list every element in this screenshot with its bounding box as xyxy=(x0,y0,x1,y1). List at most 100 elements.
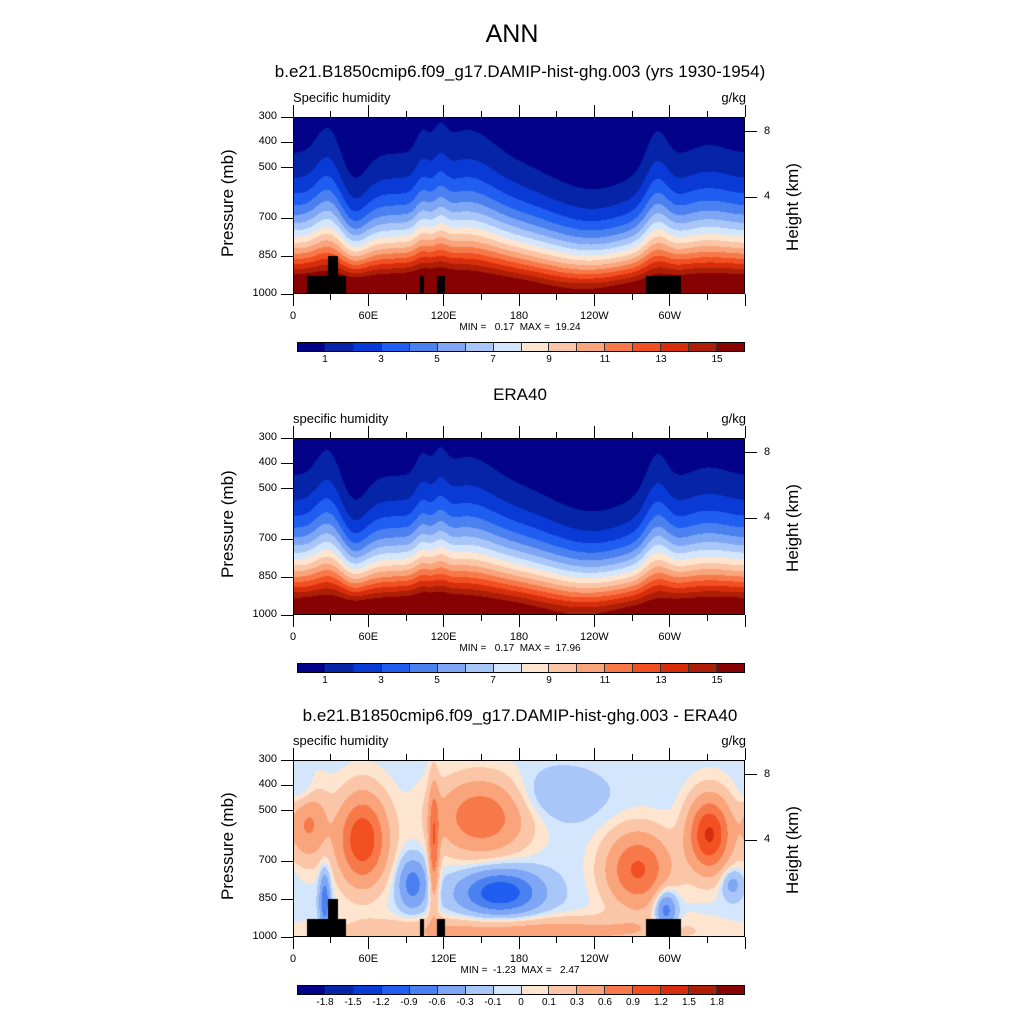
x-tick xyxy=(669,105,671,117)
contour-field xyxy=(293,438,745,615)
x-tick xyxy=(443,294,445,306)
x-tick xyxy=(518,294,520,306)
contour-field xyxy=(293,760,745,937)
x-tick-label: 180 xyxy=(509,310,529,322)
colorbar xyxy=(297,663,745,673)
x-tick xyxy=(593,748,595,760)
left-string: Specific humidity xyxy=(293,90,391,105)
colorbar-box xyxy=(325,343,354,351)
min-max-text: MIN = 0.17 MAX = 17.96 xyxy=(459,643,581,654)
colorbar-box xyxy=(717,343,744,351)
x-tick xyxy=(292,105,294,117)
y-tick-label: 850 xyxy=(258,249,277,262)
colorbar-box xyxy=(353,343,382,351)
y-tick-label: 400 xyxy=(258,456,277,469)
colorbar-box xyxy=(605,986,634,994)
colorbar xyxy=(297,985,745,995)
y-tick-label: 850 xyxy=(258,892,277,905)
x-tick xyxy=(631,615,633,621)
colorbar-box xyxy=(661,343,690,351)
x-tick xyxy=(556,432,558,438)
x-tick xyxy=(669,937,671,949)
colorbar-label: -1.8 xyxy=(316,997,334,1008)
x-tick xyxy=(292,937,294,949)
colorbar-box xyxy=(298,343,326,351)
x-tick xyxy=(669,748,671,760)
panel-title: b.e21.B1850cmip6.f09_g17.DAMIP-hist-ghg.… xyxy=(274,62,766,81)
x-tick xyxy=(518,105,520,117)
colorbar-box xyxy=(521,986,550,994)
contour-plot xyxy=(293,438,745,615)
x-tick xyxy=(706,754,708,760)
x-tick xyxy=(443,105,445,117)
x-tick xyxy=(706,432,708,438)
x-tick xyxy=(593,615,595,627)
x-tick xyxy=(480,615,482,621)
x-tick xyxy=(330,615,332,621)
colorbar-label: 0 xyxy=(518,997,524,1008)
colorbar-label: -0.9 xyxy=(400,997,418,1008)
colorbar-label: 1 xyxy=(322,354,328,365)
x-tick xyxy=(631,294,633,300)
y-tick-label: 850 xyxy=(258,570,277,583)
x-tick xyxy=(292,426,294,438)
right-y-axis-label: Height (km) xyxy=(783,806,802,894)
colorbar-box xyxy=(353,664,382,672)
x-tick-label: 120W xyxy=(579,953,609,965)
colorbar-box xyxy=(521,343,550,351)
colorbar-label: 11 xyxy=(599,354,611,365)
y-tick-label: 300 xyxy=(258,753,277,765)
colorbar-box xyxy=(437,986,466,994)
x-tick xyxy=(367,294,369,306)
y-tick xyxy=(281,488,293,490)
colorbar-box xyxy=(521,664,550,672)
y-tick xyxy=(281,898,293,900)
right-y-tick-label: 8 xyxy=(764,124,771,137)
x-tick-label: 120E xyxy=(430,953,457,965)
contour-plot xyxy=(293,117,745,294)
y-tick xyxy=(281,255,293,257)
colorbar-label: -1.2 xyxy=(372,997,390,1008)
x-tick xyxy=(706,937,708,943)
x-tick xyxy=(367,426,369,438)
y-tick-label: 1000 xyxy=(252,287,277,299)
x-tick xyxy=(405,615,407,621)
x-tick xyxy=(669,615,671,627)
colorbar-label: 7 xyxy=(490,354,496,365)
x-tick xyxy=(556,937,558,943)
x-tick xyxy=(669,426,671,438)
x-tick-label: 60E xyxy=(358,631,379,643)
x-tick xyxy=(443,748,445,760)
x-tick xyxy=(443,615,445,627)
x-tick xyxy=(593,294,595,306)
y-tick xyxy=(281,538,293,540)
right-y-tick xyxy=(745,131,757,133)
colorbar-label: 15 xyxy=(711,354,723,365)
x-tick xyxy=(480,754,482,760)
y-tick xyxy=(281,437,293,439)
x-tick xyxy=(480,294,482,300)
x-tick-label: 60W xyxy=(658,631,681,643)
y-tick-label: 300 xyxy=(258,431,277,443)
y-tick-label: 700 xyxy=(258,211,277,224)
colorbar-box xyxy=(437,343,466,351)
right-y-tick-label: 8 xyxy=(764,445,771,458)
x-tick-label: 180 xyxy=(509,953,529,965)
colorbar-label: 15 xyxy=(711,675,723,686)
x-tick xyxy=(405,294,407,300)
colorbar-label: 7 xyxy=(490,675,496,686)
colorbar-box xyxy=(605,664,634,672)
x-tick xyxy=(330,754,332,760)
x-tick xyxy=(443,426,445,438)
x-tick xyxy=(518,937,520,949)
colorbar-box xyxy=(689,664,718,672)
figure-title: ANN xyxy=(485,20,539,48)
colorbar-box xyxy=(465,343,494,351)
right-y-tick xyxy=(745,839,757,841)
x-tick xyxy=(367,748,369,760)
y-axis-label: Pressure (mb) xyxy=(218,792,237,900)
x-tick xyxy=(292,615,294,627)
right-y-tick xyxy=(745,517,757,519)
y-tick-label: 500 xyxy=(258,481,277,494)
